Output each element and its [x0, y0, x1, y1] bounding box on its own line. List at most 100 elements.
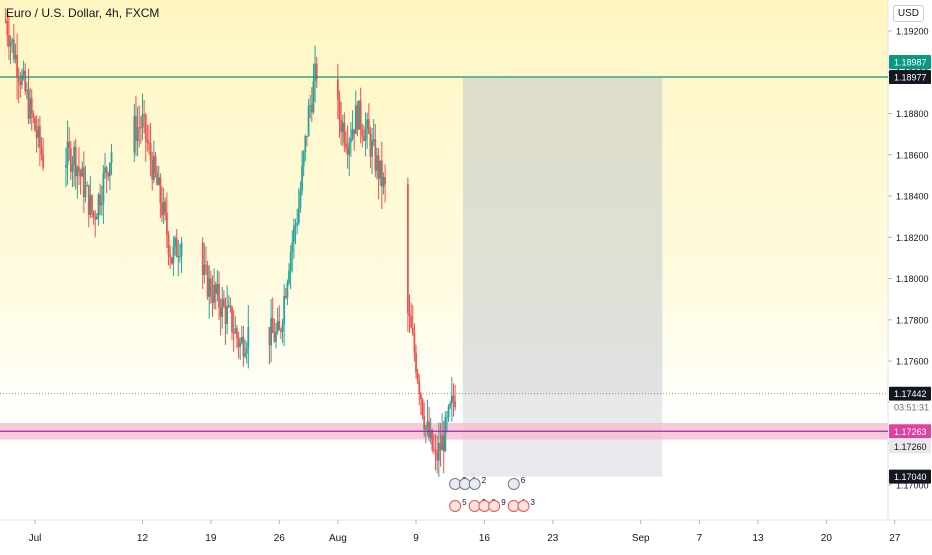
- candle-body: [218, 283, 220, 308]
- event-marker-icon: [468, 478, 481, 490]
- candle-body: [135, 116, 137, 141]
- candle-body: [38, 125, 41, 148]
- candle-body: [449, 403, 452, 407]
- candle-body: [268, 326, 271, 346]
- candle-body: [271, 318, 274, 333]
- candle-body: [364, 128, 367, 141]
- candle-body: [214, 284, 217, 294]
- candle-body: [276, 321, 279, 332]
- candle-body: [450, 395, 453, 404]
- candle-body: [380, 160, 383, 187]
- candle-body: [379, 160, 382, 179]
- candle-body: [152, 155, 155, 180]
- candle-body: [162, 201, 165, 216]
- price-tags-layer: 1.18987 1.18977 1.17442 03:51:31 1.17263 1.17…: [889, 54, 931, 484]
- candle-body: [37, 125, 40, 138]
- event-marker[interactable]: 3: [517, 498, 536, 512]
- event-markers-layer: 2126538943: [449, 476, 536, 512]
- levels-layer: [0, 76, 888, 432]
- event-marker-icon: [517, 500, 530, 512]
- event-marker[interactable]: 9: [488, 498, 507, 512]
- candle-body: [144, 114, 147, 140]
- candle-body: [9, 41, 12, 47]
- candle-body: [203, 264, 206, 275]
- candle-body: [415, 352, 417, 373]
- candle-body: [421, 399, 424, 416]
- candle-body: [179, 256, 181, 258]
- time-tick-label: Aug: [329, 533, 347, 544]
- candle-body: [356, 105, 359, 130]
- candle-body: [245, 348, 248, 354]
- candle-body: [4, 20, 7, 22]
- event-marker[interactable]: 6: [507, 476, 526, 490]
- candle-body: [149, 143, 152, 161]
- price-tick-label: 1.18800: [896, 109, 929, 119]
- candle-body: [19, 81, 22, 86]
- candle-body: [148, 142, 150, 144]
- candle-body: [304, 135, 307, 153]
- time-axis[interactable]: Jul 12 19 26 Aug 9 16 23 Sep 7 13 20 27: [29, 520, 901, 544]
- countdown-tag: 03:51:31: [889, 400, 931, 414]
- candle-body: [428, 421, 430, 439]
- candle-body: [279, 330, 282, 332]
- candle-body: [68, 141, 71, 149]
- candle-body: [301, 166, 303, 191]
- candle-body: [107, 173, 110, 177]
- candle-body: [156, 172, 159, 185]
- candle-body: [87, 185, 90, 215]
- candle-body: [221, 298, 224, 317]
- candle-body: [270, 318, 273, 346]
- candle-body: [175, 237, 178, 257]
- candle-body: [92, 211, 95, 218]
- event-marker[interactable]: 5: [449, 498, 468, 512]
- countdown-tag-label: 03:51:31: [894, 403, 929, 413]
- event-marker[interactable]: 2: [468, 476, 487, 490]
- resistance-top-tag: 1.18987: [889, 54, 931, 69]
- candle-body: [172, 246, 175, 264]
- candle-body: [340, 119, 343, 133]
- candle-body: [105, 167, 108, 174]
- candle-body: [104, 167, 106, 173]
- candle-body: [273, 332, 276, 342]
- support-top-tag-label: 1.17263: [894, 427, 927, 437]
- position-box-upper[interactable]: [462, 76, 663, 394]
- candle-body: [219, 307, 222, 317]
- time-tick-label: 26: [274, 533, 286, 544]
- event-marker-icon: [488, 500, 501, 512]
- event-marker-icon: [507, 478, 520, 490]
- candle-body: [447, 406, 450, 418]
- price-tick-label: 1.18200: [896, 233, 929, 243]
- candle-body: [367, 119, 370, 134]
- candle-body: [86, 185, 89, 187]
- price-tick-label: 1.18600: [896, 150, 929, 160]
- candle-body: [286, 282, 289, 298]
- candle-body: [294, 224, 297, 227]
- candle-body: [281, 324, 284, 332]
- candle-body: [89, 195, 92, 215]
- candle-body: [169, 254, 172, 258]
- resistance-tag-label: 1.18977: [894, 72, 927, 82]
- candle-body: [437, 442, 440, 461]
- candle-body: [247, 326, 250, 349]
- candle-body: [312, 81, 315, 113]
- candle-body: [12, 39, 15, 60]
- candle-body: [201, 242, 204, 275]
- candle-body: [289, 252, 292, 271]
- candle-body: [231, 307, 233, 333]
- candle-body: [66, 141, 69, 166]
- candle-body: [232, 332, 235, 334]
- target-tag-label: 1.17040: [894, 472, 927, 482]
- candle-body: [429, 430, 432, 439]
- currency-button[interactable]: USD: [892, 5, 924, 22]
- event-marker-count: 6: [521, 476, 526, 485]
- candle-body: [306, 135, 308, 137]
- candle-body: [288, 270, 290, 283]
- candle-body: [302, 152, 305, 167]
- candle-body: [32, 113, 35, 118]
- candle-body: [229, 305, 232, 308]
- price-tick-label: 1.18000: [896, 274, 929, 284]
- candle-body: [141, 114, 144, 128]
- candle-body: [410, 316, 413, 328]
